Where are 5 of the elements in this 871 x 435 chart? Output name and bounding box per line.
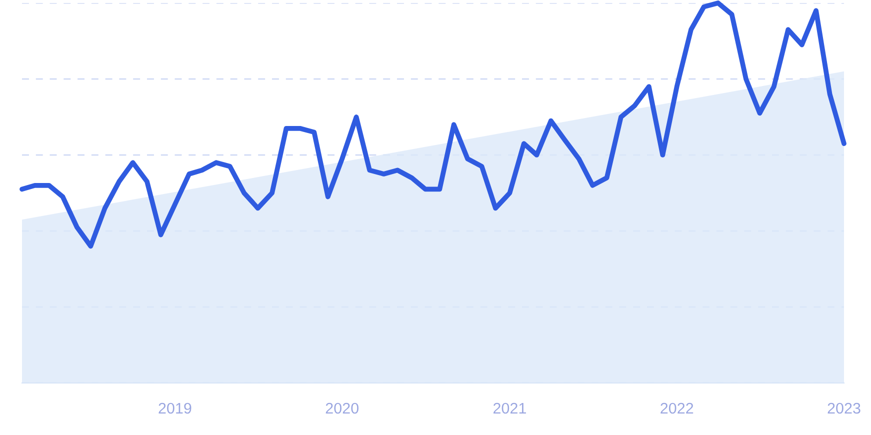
x-tick-label: 2019 [158,402,192,414]
x-tick-label: 2020 [326,402,358,414]
x-tick-label: 2021 [493,402,526,414]
x-tick-label: 2022 [660,402,694,414]
x-tick-label: 2023 [828,402,860,414]
